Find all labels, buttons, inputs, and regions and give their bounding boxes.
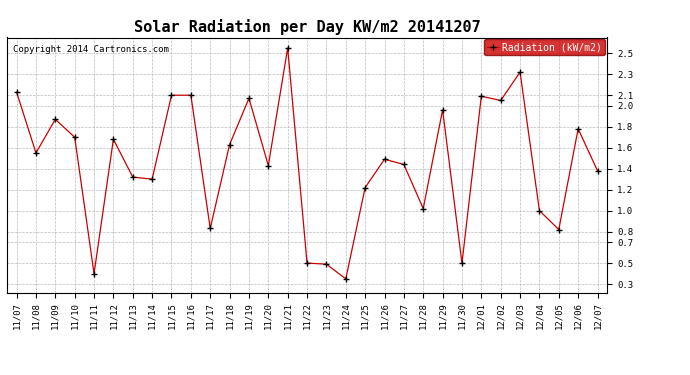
Text: Copyright 2014 Cartronics.com: Copyright 2014 Cartronics.com [13,45,169,54]
Title: Solar Radiation per Day KW/m2 20141207: Solar Radiation per Day KW/m2 20141207 [134,19,480,35]
Legend: Radiation (kW/m2): Radiation (kW/m2) [484,39,605,55]
